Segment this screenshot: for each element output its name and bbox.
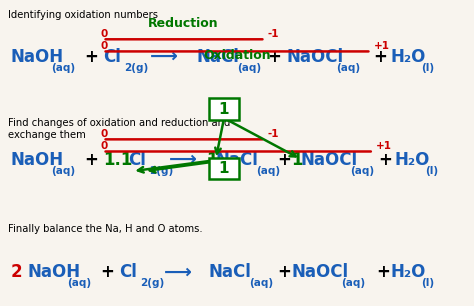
Text: +: + bbox=[277, 263, 291, 281]
Text: NaOH: NaOH bbox=[11, 48, 64, 66]
Text: -1: -1 bbox=[268, 29, 279, 39]
Text: (l): (l) bbox=[421, 62, 434, 73]
Text: H₂O: H₂O bbox=[395, 151, 430, 169]
Text: H₂O: H₂O bbox=[390, 48, 426, 66]
Text: Identifying oxidation numbers: Identifying oxidation numbers bbox=[9, 10, 158, 21]
Text: +1: +1 bbox=[374, 41, 390, 51]
Text: +: + bbox=[100, 263, 114, 281]
Text: Cl: Cl bbox=[103, 48, 120, 66]
Text: +: + bbox=[378, 151, 392, 169]
Text: (aq): (aq) bbox=[51, 166, 75, 176]
Text: +: + bbox=[376, 263, 390, 281]
Text: Reduction: Reduction bbox=[147, 17, 218, 30]
Text: +: + bbox=[84, 151, 98, 169]
Text: -1: -1 bbox=[268, 129, 279, 139]
Text: 2(g): 2(g) bbox=[149, 166, 173, 176]
Text: Cl: Cl bbox=[128, 151, 146, 169]
Text: 0: 0 bbox=[100, 41, 108, 51]
Text: +: + bbox=[268, 48, 282, 66]
Text: NaCl: NaCl bbox=[216, 151, 259, 169]
Text: (aq): (aq) bbox=[256, 166, 280, 176]
Text: +: + bbox=[277, 151, 291, 169]
Text: NaOH: NaOH bbox=[27, 263, 81, 281]
Text: (l): (l) bbox=[426, 166, 438, 176]
Text: Oxidation: Oxidation bbox=[203, 49, 271, 62]
Text: 0: 0 bbox=[100, 141, 108, 151]
Text: 1: 1 bbox=[291, 151, 303, 169]
Text: (aq): (aq) bbox=[237, 62, 261, 73]
Text: NaOH: NaOH bbox=[11, 151, 64, 169]
Text: 0: 0 bbox=[100, 129, 108, 139]
Text: H₂O: H₂O bbox=[390, 263, 426, 281]
Text: (aq): (aq) bbox=[350, 166, 374, 176]
Text: NaOCl: NaOCl bbox=[301, 151, 358, 169]
Text: 1.1: 1.1 bbox=[103, 151, 132, 169]
Text: NaCl: NaCl bbox=[197, 48, 240, 66]
Text: ⟶: ⟶ bbox=[150, 47, 178, 66]
Text: +: + bbox=[374, 48, 388, 66]
Text: (aq): (aq) bbox=[67, 278, 91, 288]
Text: Finally balance the Na, H and O atoms.: Finally balance the Na, H and O atoms. bbox=[9, 224, 203, 234]
Text: Find changes of oxidation and reduction and
exchange them: Find changes of oxidation and reduction … bbox=[9, 118, 231, 140]
Text: 2(g): 2(g) bbox=[140, 278, 164, 288]
Text: 1: 1 bbox=[219, 161, 229, 176]
Text: 2(g): 2(g) bbox=[124, 62, 148, 73]
FancyBboxPatch shape bbox=[209, 158, 239, 179]
Text: ⟶: ⟶ bbox=[169, 150, 197, 169]
FancyBboxPatch shape bbox=[209, 99, 239, 120]
Text: ⟶: ⟶ bbox=[164, 262, 192, 281]
Text: (aq): (aq) bbox=[341, 278, 365, 288]
Text: +: + bbox=[84, 48, 98, 66]
Text: Cl: Cl bbox=[119, 263, 137, 281]
Text: NaCl: NaCl bbox=[209, 263, 252, 281]
Text: NaOCl: NaOCl bbox=[286, 48, 344, 66]
Text: 0: 0 bbox=[100, 29, 108, 39]
Text: 2: 2 bbox=[11, 263, 22, 281]
Text: (aq): (aq) bbox=[249, 278, 273, 288]
Text: NaOCl: NaOCl bbox=[291, 263, 348, 281]
Text: +1: +1 bbox=[376, 141, 392, 151]
Text: (l): (l) bbox=[421, 278, 434, 288]
Text: (aq): (aq) bbox=[51, 62, 75, 73]
Text: 1: 1 bbox=[206, 151, 218, 169]
Text: 1: 1 bbox=[219, 102, 229, 117]
Text: (aq): (aq) bbox=[336, 62, 360, 73]
